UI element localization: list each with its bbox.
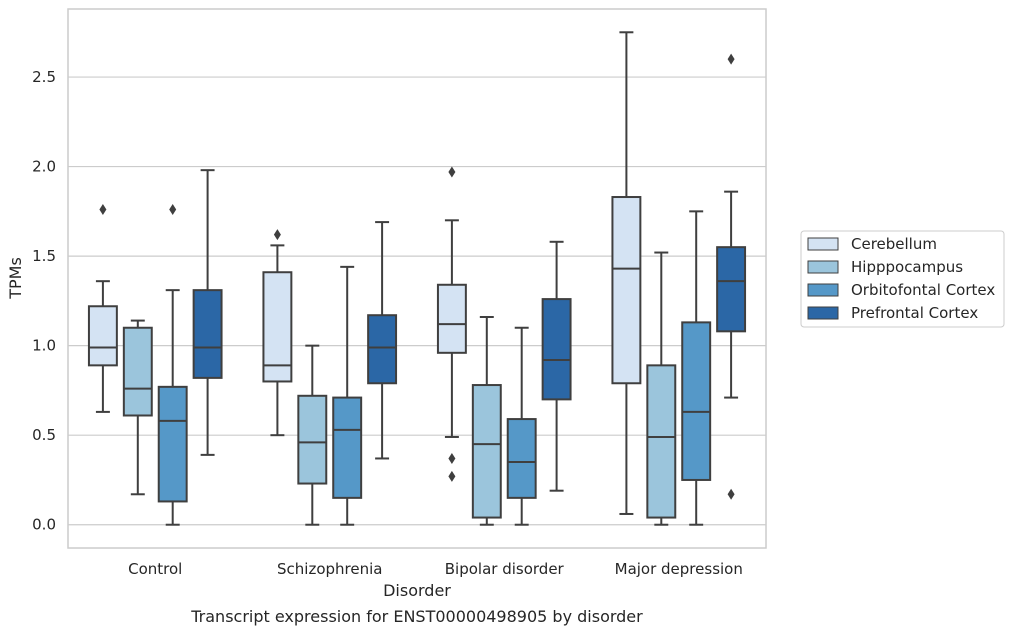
x-tick-label-major-depression: Major depression (615, 560, 743, 578)
legend-label: Cerebellum (851, 235, 937, 253)
legend-swatch (807, 237, 839, 251)
outlier-point (169, 204, 177, 216)
series-cerebellum (87, 31, 642, 515)
iqr-box (262, 271, 293, 383)
legend-label: Orbitofontal Cortex (851, 281, 995, 299)
iqr-box (541, 298, 572, 401)
box-major-depression-hipppocampus (646, 251, 677, 526)
legend-label: Hipppocampus (851, 258, 963, 276)
x-axis-title: Disorder (383, 581, 451, 600)
legend-frame (800, 230, 1005, 328)
outlier-point (727, 488, 735, 500)
iqr-box (436, 283, 467, 354)
series-hipppocampus (122, 251, 677, 526)
box-schizophrenia-cerebellum (262, 229, 293, 437)
box-major-depression-cerebellum (611, 31, 642, 515)
y-tick-label: 0.5 (32, 426, 56, 444)
outlier-point (448, 470, 456, 482)
iqr-box (506, 418, 537, 499)
box-control-orbitofontal-cortex (157, 204, 188, 526)
box-schizophrenia-orbitofontal-cortex (332, 265, 363, 526)
iqr-box (611, 196, 642, 385)
outlier-point (727, 53, 735, 65)
box-major-depression-orbitofontal-cortex (681, 210, 712, 526)
chart-caption: Transcript expression for ENST0000049890… (190, 607, 643, 626)
outlier-point (99, 204, 107, 216)
legend-item-hipppocampus: Hipppocampus (807, 258, 963, 276)
box-series-group (87, 31, 747, 526)
x-tick-label-bipolar-disorder: Bipolar disorder (445, 560, 565, 578)
legend-swatch (807, 283, 839, 297)
y-tick-label: 1.5 (32, 247, 56, 265)
y-tick-labels: 0.0 0.5 1.0 1.5 2.0 2.5 (32, 68, 56, 534)
box-control-hipppocampus (122, 319, 153, 496)
y-tick-label: 0.0 (32, 516, 56, 534)
box-bipolar-disorder-hipppocampus (471, 316, 502, 526)
iqr-box (681, 321, 712, 481)
iqr-box (157, 385, 188, 503)
outlier-point (273, 229, 281, 241)
y-tick-label: 2.5 (32, 68, 56, 86)
box-schizophrenia-prefrontal-cortex (367, 221, 398, 460)
iqr-box (332, 396, 363, 499)
iqr-box (297, 394, 328, 485)
box-bipolar-disorder-prefrontal-cortex (541, 240, 572, 492)
x-tick-labels: Control Schizophrenia Bipolar disorder Majo… (128, 560, 743, 578)
legend-item-orbitofontal-cortex: Orbitofontal Cortex (807, 281, 995, 299)
series-prefrontal-cortex (192, 53, 747, 500)
outlier-point (448, 452, 456, 464)
legend-swatch (807, 306, 839, 320)
legend-swatch (807, 260, 839, 274)
iqr-box (192, 289, 223, 379)
iqr-box (367, 314, 398, 385)
plot-frame (67, 8, 767, 549)
legend: Cerebellum Hipppocampus Orbitofontal Corte… (800, 230, 1005, 328)
box-bipolar-disorder-orbitofontal-cortex (506, 326, 537, 526)
legend-item-prefrontal-cortex: Prefrontal Cortex (807, 304, 978, 322)
y-tick-label: 2.0 (32, 158, 56, 176)
box-control-cerebellum (87, 204, 118, 413)
series-orbitofontal-cortex (157, 204, 712, 526)
x-tick-label-schizophrenia: Schizophrenia (277, 560, 382, 578)
box-major-depression-prefrontal-cortex (716, 53, 747, 500)
x-tick-label-control: Control (128, 560, 182, 578)
iqr-box (646, 364, 677, 519)
iqr-box (471, 384, 502, 519)
y-axis-title: TPMs (6, 257, 25, 300)
iqr-box (122, 326, 153, 417)
box-schizophrenia-hipppocampus (297, 344, 328, 526)
box-bipolar-disorder-cerebellum (436, 166, 467, 482)
box-control-prefrontal-cortex (192, 169, 223, 456)
y-tick-label: 1.0 (32, 337, 56, 355)
legend-label: Prefrontal Cortex (851, 304, 978, 322)
iqr-box (87, 305, 118, 367)
legend-item-cerebellum: Cerebellum (807, 235, 937, 253)
iqr-box (716, 246, 747, 333)
outlier-point (448, 166, 456, 178)
